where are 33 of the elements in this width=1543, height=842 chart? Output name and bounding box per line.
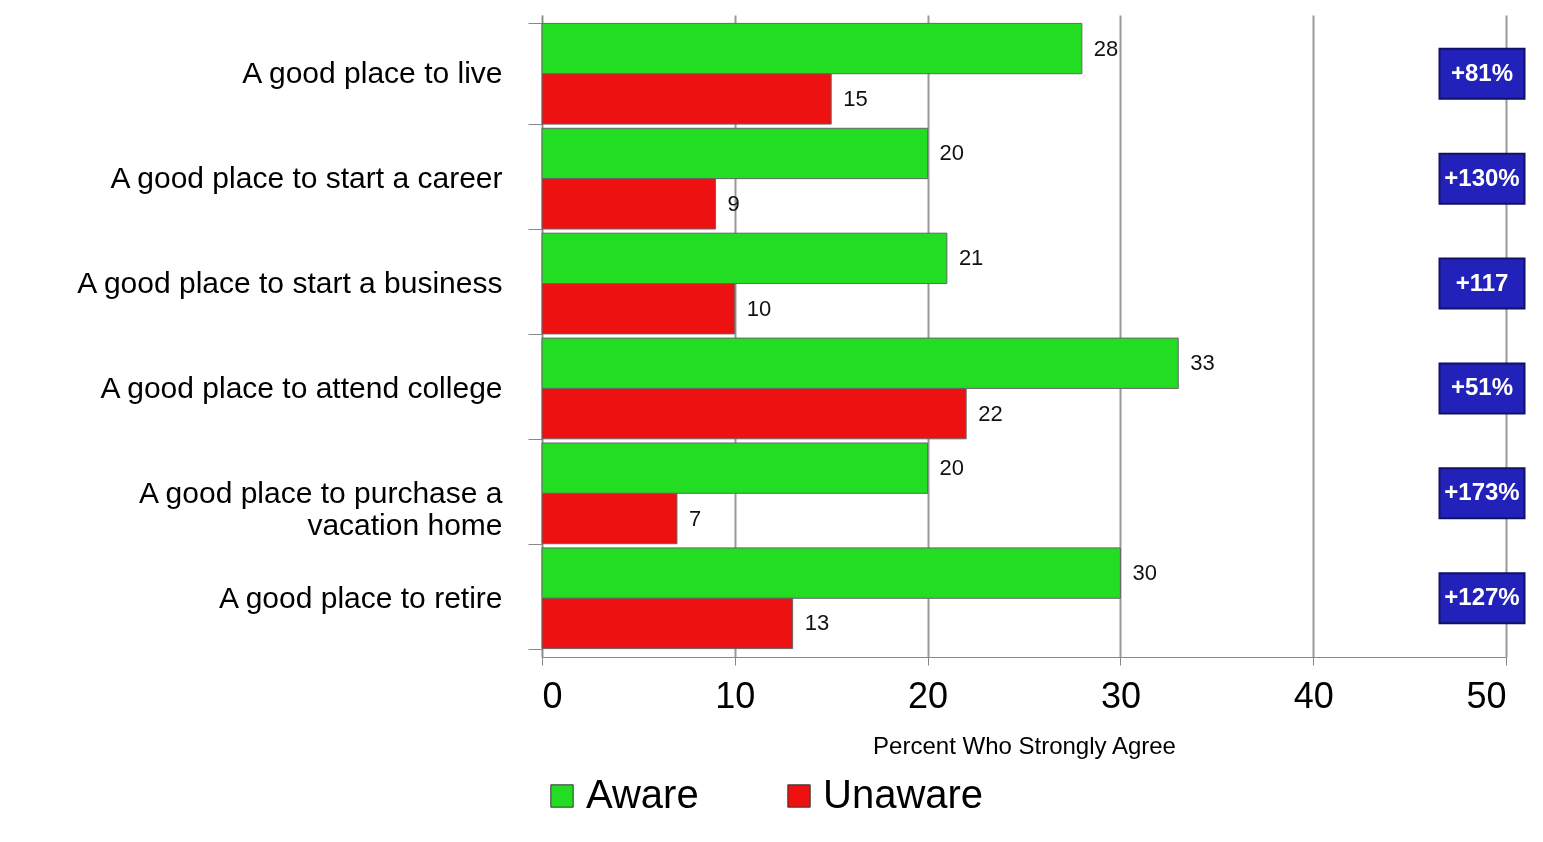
x-tick-label: 40 bbox=[1293, 674, 1334, 716]
data-label: 13 bbox=[804, 610, 830, 636]
annotation: +81% bbox=[1450, 58, 1514, 86]
y-tick-label: A good place to attend college bbox=[100, 370, 503, 404]
x-tick-label: 0 bbox=[542, 674, 563, 716]
legend-label: Aware bbox=[586, 772, 699, 816]
data-label: 20 bbox=[939, 140, 965, 166]
data-label: 22 bbox=[978, 400, 1003, 426]
data-label: 21 bbox=[958, 245, 984, 271]
x-axis-title: Percent Who Strongly Agree bbox=[873, 731, 1176, 759]
data-label: 15 bbox=[843, 85, 868, 111]
y-tick-label: A good place to start a business bbox=[77, 266, 503, 300]
annotation: +117 bbox=[1455, 268, 1509, 296]
annotation: +127% bbox=[1444, 583, 1520, 611]
x-tick-label: 20 bbox=[908, 674, 949, 716]
data-label: 7 bbox=[688, 505, 702, 531]
annotation: +173% bbox=[1444, 478, 1520, 506]
annotation: +130% bbox=[1444, 163, 1520, 191]
y-tick-label: A good place to start a career bbox=[110, 161, 503, 195]
data-label: 9 bbox=[727, 190, 740, 216]
annotation: +51% bbox=[1450, 373, 1514, 401]
x-tick-label: 30 bbox=[1100, 674, 1141, 716]
data-label: 10 bbox=[746, 295, 772, 321]
x-tick-label: 50 bbox=[1466, 674, 1507, 716]
y-tick-label: A good place to live bbox=[242, 56, 503, 90]
legend-label: Unaware bbox=[823, 772, 984, 816]
y-tick-label: A good place to purchase a vacation home bbox=[138, 475, 503, 541]
data-label: 28 bbox=[1093, 35, 1119, 61]
data-label: 20 bbox=[939, 455, 965, 481]
data-label: 33 bbox=[1190, 350, 1215, 376]
y-tick-label: A good place to retire bbox=[218, 580, 503, 614]
x-tick-label: 10 bbox=[715, 674, 756, 716]
data-label: 30 bbox=[1132, 560, 1157, 586]
